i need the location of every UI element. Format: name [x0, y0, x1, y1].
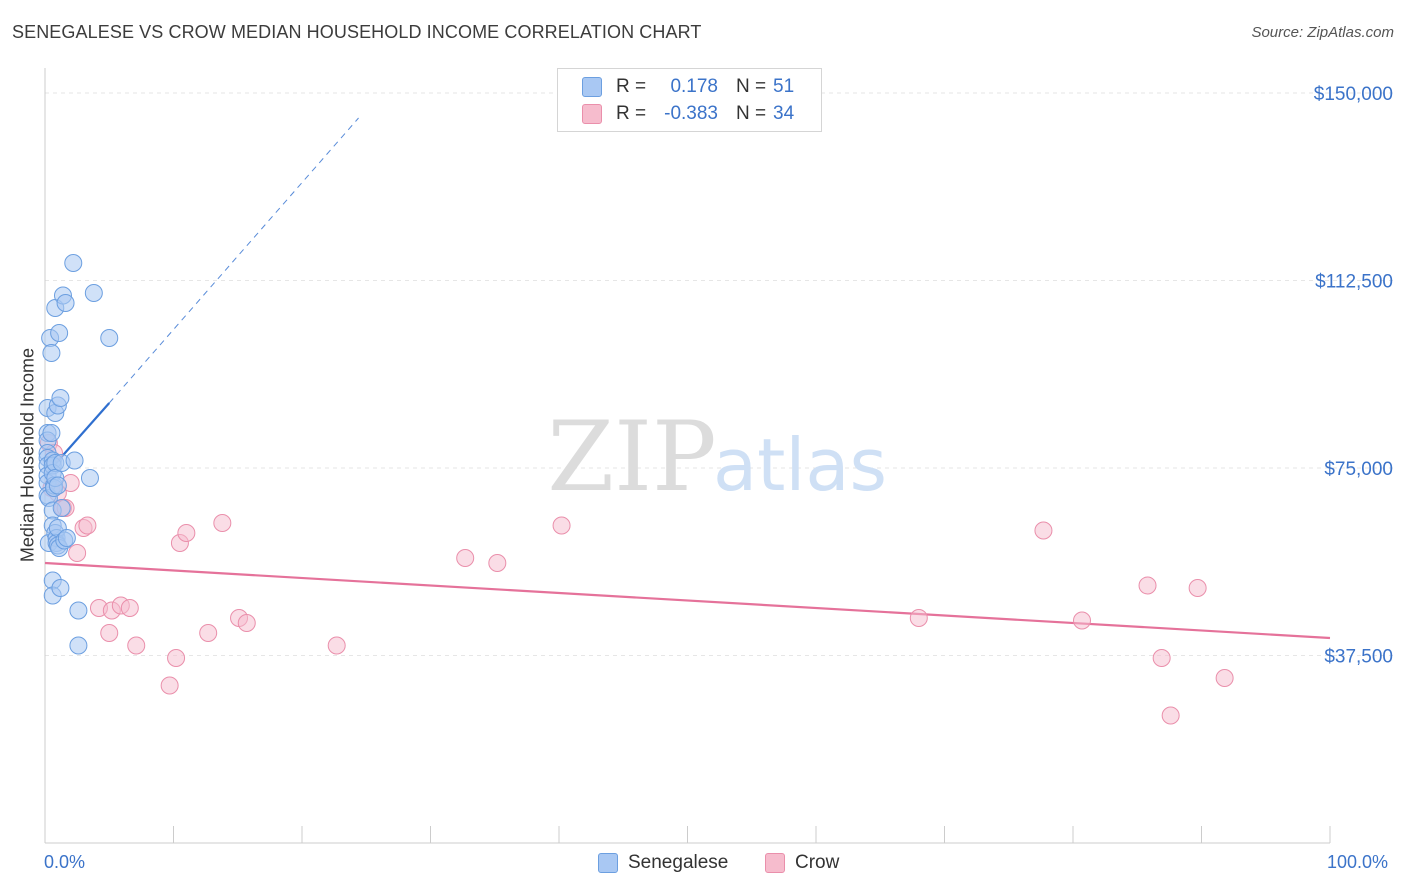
bottom-legend-crow: Crow	[765, 852, 839, 874]
crow-swatch	[582, 104, 602, 124]
crow-point	[909, 609, 928, 627]
crow-point	[100, 624, 119, 642]
senegalese-points	[38, 254, 119, 655]
crow-point	[120, 599, 139, 617]
senegalese-point	[65, 451, 84, 470]
crow-point	[1188, 579, 1207, 597]
crow-swatch	[765, 853, 785, 873]
legend-n-value: 34	[773, 103, 795, 124]
crow-point	[127, 636, 146, 655]
legend-r-label: R =	[616, 76, 647, 97]
crow-point	[327, 636, 346, 655]
crow-point	[177, 524, 196, 542]
crow-point	[78, 516, 97, 535]
senegalese-swatch	[598, 853, 618, 873]
senegalese-point	[52, 499, 71, 517]
crow-point	[160, 676, 179, 695]
crow-point	[552, 516, 571, 535]
x-tick-min: 0.0%	[44, 852, 86, 872]
legend-r-value: -0.383	[664, 103, 718, 124]
senegalese-point	[100, 329, 119, 347]
trend-layer	[44, 117, 1331, 640]
legend-n-label: N =	[736, 103, 767, 124]
crow-point	[1215, 669, 1234, 687]
crow-point	[1152, 649, 1171, 667]
source-credit: Source: ZipAtlas.com	[1251, 24, 1394, 41]
crow-label: Crow	[795, 852, 840, 873]
legend-n-value: 51	[773, 76, 795, 97]
senegalese-point	[51, 389, 70, 407]
crow-point	[1138, 576, 1157, 595]
crow-point	[1161, 706, 1180, 725]
legend-r-value: 0.178	[670, 76, 718, 97]
y-tick-label: $150,000	[1314, 84, 1393, 105]
senegalese-point	[42, 344, 61, 362]
senegalese-point	[69, 636, 88, 655]
watermark: ZIP atlas	[547, 401, 887, 513]
senegalese-point	[50, 324, 69, 342]
y-tick-label: $112,500	[1315, 272, 1393, 293]
y-tick-label: $37,500	[1324, 647, 1393, 668]
crow-point	[199, 624, 218, 642]
watermark-atlas: atlas	[713, 423, 887, 507]
senegalese-point	[48, 476, 67, 495]
senegalese-point	[64, 254, 83, 272]
x-tick-max: 100.0%	[1327, 852, 1389, 872]
senegalese-label: Senegalese	[628, 852, 729, 873]
crow-trend-line	[44, 561, 1331, 640]
watermark-zip: ZIP	[547, 401, 716, 513]
crow-point	[456, 549, 475, 567]
senegalese-point	[56, 294, 75, 312]
crow-point	[488, 554, 507, 572]
senegalese-point	[80, 469, 99, 487]
crow-point	[1072, 611, 1091, 630]
bottom-legend-senegalese: Senegalese	[598, 852, 728, 874]
crow-point	[68, 544, 87, 562]
crow-point	[1034, 521, 1053, 540]
senegalese-trend-extension	[108, 117, 359, 404]
senegalese-point	[42, 424, 61, 442]
senegalese-point	[69, 601, 88, 620]
chart-title: SENEGALESE VS CROW MEDIAN HOUSEHOLD INCO…	[12, 22, 702, 42]
legend-row-senegalese: R = 0.178 N = 51	[582, 75, 794, 99]
y-axis-label: Median Household Income	[17, 347, 38, 563]
legend-row-crow: R = -0.383 N = 34	[582, 102, 794, 126]
y-tick-label: $75,000	[1324, 459, 1393, 480]
senegalese-point	[57, 529, 76, 547]
legend-n-label: N =	[736, 76, 767, 97]
stats-legend: R = 0.178 N = 51 R = -0.383 N = 34	[557, 68, 822, 132]
crow-point	[167, 649, 186, 667]
legend-r-label: R =	[616, 103, 647, 124]
senegalese-point	[84, 284, 103, 302]
crow-point	[213, 514, 232, 532]
y-tick-labels: $37,500 $75,000 $112,500 $150,000	[1314, 84, 1393, 668]
senegalese-swatch	[582, 77, 602, 97]
crow-point	[237, 614, 256, 632]
grid-layer	[45, 92, 1395, 656]
senegalese-point	[51, 579, 70, 597]
